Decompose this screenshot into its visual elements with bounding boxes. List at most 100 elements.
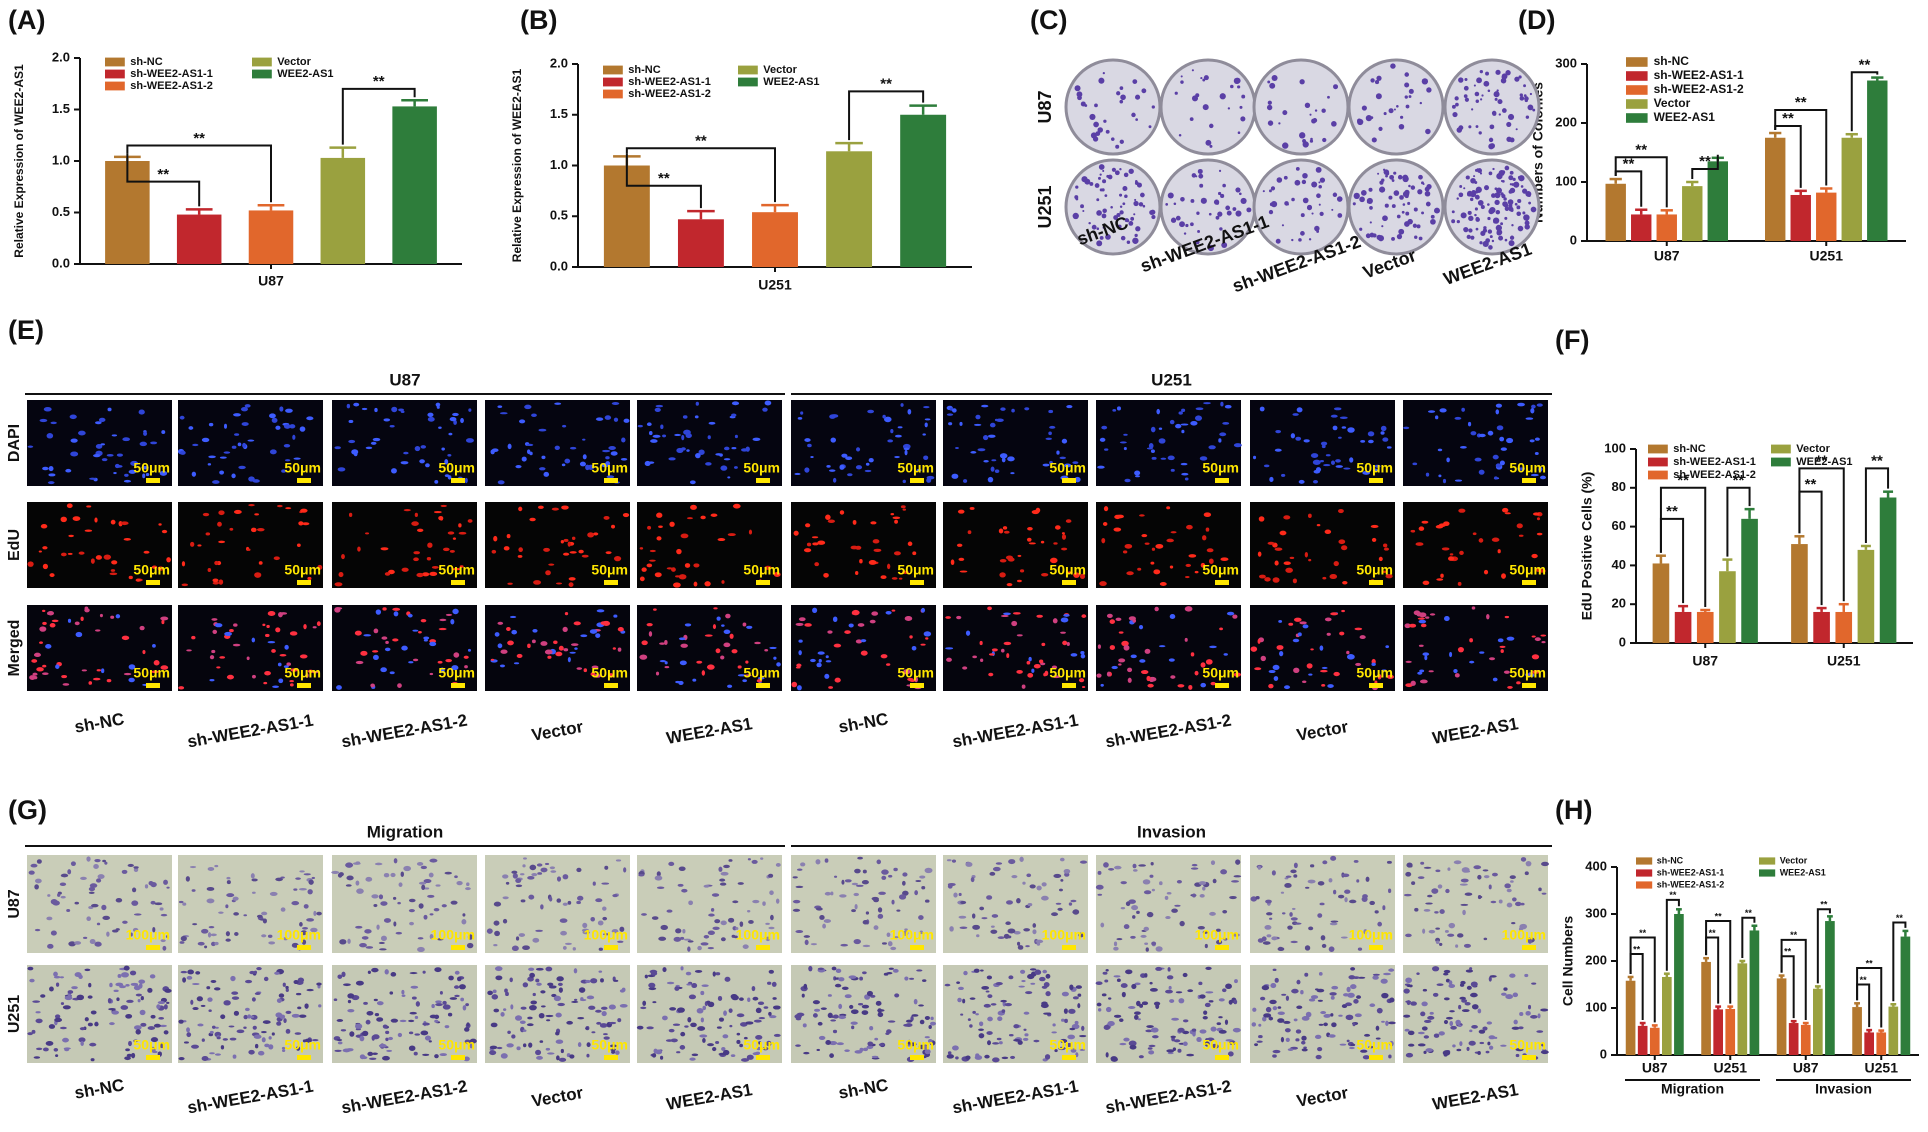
colony bbox=[1319, 211, 1324, 216]
colony bbox=[1500, 77, 1507, 84]
cell bbox=[165, 935, 170, 938]
cell bbox=[55, 1054, 59, 1058]
cell bbox=[283, 665, 289, 669]
cell bbox=[925, 637, 929, 640]
cell bbox=[27, 561, 34, 567]
cell bbox=[727, 533, 736, 537]
cell bbox=[1512, 897, 1517, 902]
cell bbox=[125, 1013, 133, 1019]
cell bbox=[1371, 537, 1377, 542]
image-background bbox=[1403, 502, 1548, 588]
cell bbox=[745, 1021, 754, 1025]
cell bbox=[1250, 646, 1258, 652]
cell bbox=[919, 930, 924, 935]
colony bbox=[1332, 192, 1338, 197]
micrograph: 50μm bbox=[637, 605, 782, 691]
cell bbox=[337, 1041, 343, 1045]
cell bbox=[683, 429, 691, 435]
image-background bbox=[178, 400, 323, 486]
scale-bar bbox=[910, 683, 924, 688]
cell bbox=[520, 1006, 527, 1010]
cell bbox=[464, 665, 468, 669]
cell bbox=[1041, 1001, 1048, 1006]
cell bbox=[1477, 1008, 1482, 1014]
cell bbox=[1483, 875, 1490, 879]
cell bbox=[1210, 860, 1216, 866]
cell bbox=[1105, 1052, 1109, 1058]
cell bbox=[1134, 982, 1141, 986]
colony bbox=[1284, 201, 1289, 206]
micrograph: 100μm bbox=[178, 855, 323, 953]
colony bbox=[1419, 101, 1422, 105]
cell bbox=[1198, 881, 1207, 886]
cell bbox=[1004, 1002, 1012, 1007]
cell bbox=[1420, 861, 1425, 865]
cell bbox=[522, 1043, 527, 1048]
cell bbox=[94, 941, 102, 947]
cell bbox=[876, 859, 882, 865]
cell bbox=[318, 1004, 322, 1008]
cell bbox=[1372, 973, 1380, 976]
cell bbox=[1527, 939, 1533, 944]
cell bbox=[502, 918, 508, 924]
cell bbox=[101, 904, 107, 911]
cell bbox=[922, 979, 927, 983]
cell bbox=[1329, 574, 1338, 580]
significance-bracket bbox=[1691, 154, 1719, 179]
cell bbox=[1061, 534, 1067, 540]
cell bbox=[1027, 902, 1033, 907]
cell bbox=[793, 530, 799, 536]
cell bbox=[509, 615, 517, 619]
colony bbox=[1407, 201, 1411, 205]
legend-swatch bbox=[1626, 71, 1648, 81]
cell bbox=[1457, 581, 1462, 586]
cell bbox=[1461, 998, 1468, 1003]
cell bbox=[87, 1022, 93, 1027]
micrograph: 50μm bbox=[27, 965, 172, 1063]
cell bbox=[1499, 436, 1505, 442]
cell bbox=[1271, 936, 1278, 941]
error-bar bbox=[1635, 208, 1648, 215]
colony bbox=[1080, 204, 1084, 209]
cell bbox=[1144, 648, 1151, 654]
cell bbox=[1133, 869, 1138, 872]
cell bbox=[853, 892, 860, 897]
cell bbox=[197, 544, 202, 547]
cell bbox=[1385, 645, 1390, 649]
cell bbox=[373, 998, 378, 1002]
cell bbox=[263, 976, 269, 982]
significance-label: ** bbox=[1715, 911, 1723, 921]
cell bbox=[641, 567, 647, 572]
cell bbox=[1428, 410, 1436, 413]
cell bbox=[1510, 880, 1514, 883]
cell bbox=[207, 997, 213, 1002]
scale-bar-label: 50μm bbox=[1049, 460, 1086, 476]
cell bbox=[641, 913, 647, 916]
cell bbox=[537, 505, 544, 509]
error-bar bbox=[1700, 608, 1711, 612]
cell bbox=[1298, 479, 1305, 484]
y-tick-label: 1.0 bbox=[550, 157, 568, 172]
cell bbox=[367, 1051, 374, 1057]
cell bbox=[992, 1042, 1000, 1045]
cell bbox=[60, 1026, 67, 1030]
cell bbox=[1107, 1021, 1115, 1027]
scale-bar bbox=[1369, 580, 1383, 585]
cell bbox=[1148, 443, 1154, 449]
cell bbox=[958, 892, 962, 897]
cell bbox=[905, 1019, 913, 1023]
error-bar bbox=[1878, 1029, 1885, 1033]
cell bbox=[119, 985, 127, 989]
colony bbox=[1390, 63, 1396, 69]
cell bbox=[365, 1019, 371, 1025]
cell bbox=[1077, 1003, 1081, 1009]
cell bbox=[1211, 1043, 1219, 1049]
cell bbox=[110, 569, 116, 572]
cell bbox=[1443, 972, 1449, 976]
cell bbox=[1317, 881, 1325, 886]
bar bbox=[1852, 1007, 1862, 1055]
cell bbox=[1471, 1004, 1479, 1010]
cell bbox=[665, 1039, 673, 1042]
cell bbox=[857, 856, 863, 860]
colony bbox=[1311, 212, 1314, 215]
